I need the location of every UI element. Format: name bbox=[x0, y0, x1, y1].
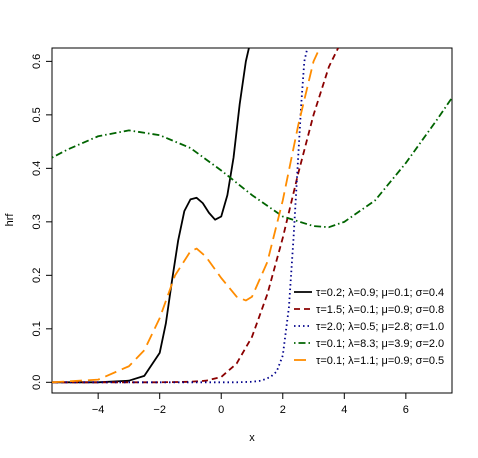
y-tick-label: 0.3 bbox=[31, 214, 43, 229]
y-tick-label: 0.5 bbox=[31, 107, 43, 122]
y-axis-label: hrf bbox=[4, 213, 16, 227]
series-layer bbox=[52, 48, 452, 384]
x-axis-label: x bbox=[249, 432, 255, 444]
series-line-4 bbox=[52, 97, 452, 229]
series-line-3 bbox=[52, 48, 309, 384]
x-tick-label: 6 bbox=[403, 404, 409, 416]
x-axis: −4 −2 0 2 4 6 bbox=[92, 393, 409, 416]
legend-label-2: τ=1.5; λ=0.1; μ=0.9; σ=0.8 bbox=[316, 304, 444, 316]
x-tick-label: 4 bbox=[341, 404, 347, 416]
y-tick-label: 0.0 bbox=[31, 375, 43, 390]
legend-label-3: τ=2.0; λ=0.5; μ=2.8; σ=1.0 bbox=[316, 321, 444, 333]
x-tick-label: 2 bbox=[280, 404, 286, 416]
x-tick-label: −2 bbox=[153, 404, 166, 416]
y-tick-label: 0.6 bbox=[31, 54, 43, 69]
legend-label-5: τ=0.1; λ=1.1; μ=0.9; σ=0.5 bbox=[316, 355, 444, 367]
y-tick-label: 0.4 bbox=[31, 161, 43, 176]
series-line-1 bbox=[52, 48, 250, 384]
y-tick-label: 0.1 bbox=[31, 321, 43, 336]
series-line-5 bbox=[52, 48, 321, 384]
x-tick-label: 0 bbox=[218, 404, 224, 416]
x-tick-label: −4 bbox=[92, 404, 105, 416]
series-line-2 bbox=[52, 48, 339, 384]
legend-label-4: τ=0.1; λ=8.3; μ=3.9; σ=2.0 bbox=[316, 338, 444, 350]
plot-frame bbox=[51, 47, 453, 394]
y-tick-label: 0.2 bbox=[31, 268, 43, 283]
y-axis: 0.0 0.1 0.2 0.3 0.4 0.5 0.6 bbox=[31, 54, 52, 390]
legend-label-1: τ=0.2; λ=0.9; μ=0.1; σ=0.4 bbox=[316, 287, 444, 299]
legend: τ=0.2; λ=0.9; μ=0.1; σ=0.4 τ=1.5; λ=0.1; … bbox=[294, 287, 444, 367]
